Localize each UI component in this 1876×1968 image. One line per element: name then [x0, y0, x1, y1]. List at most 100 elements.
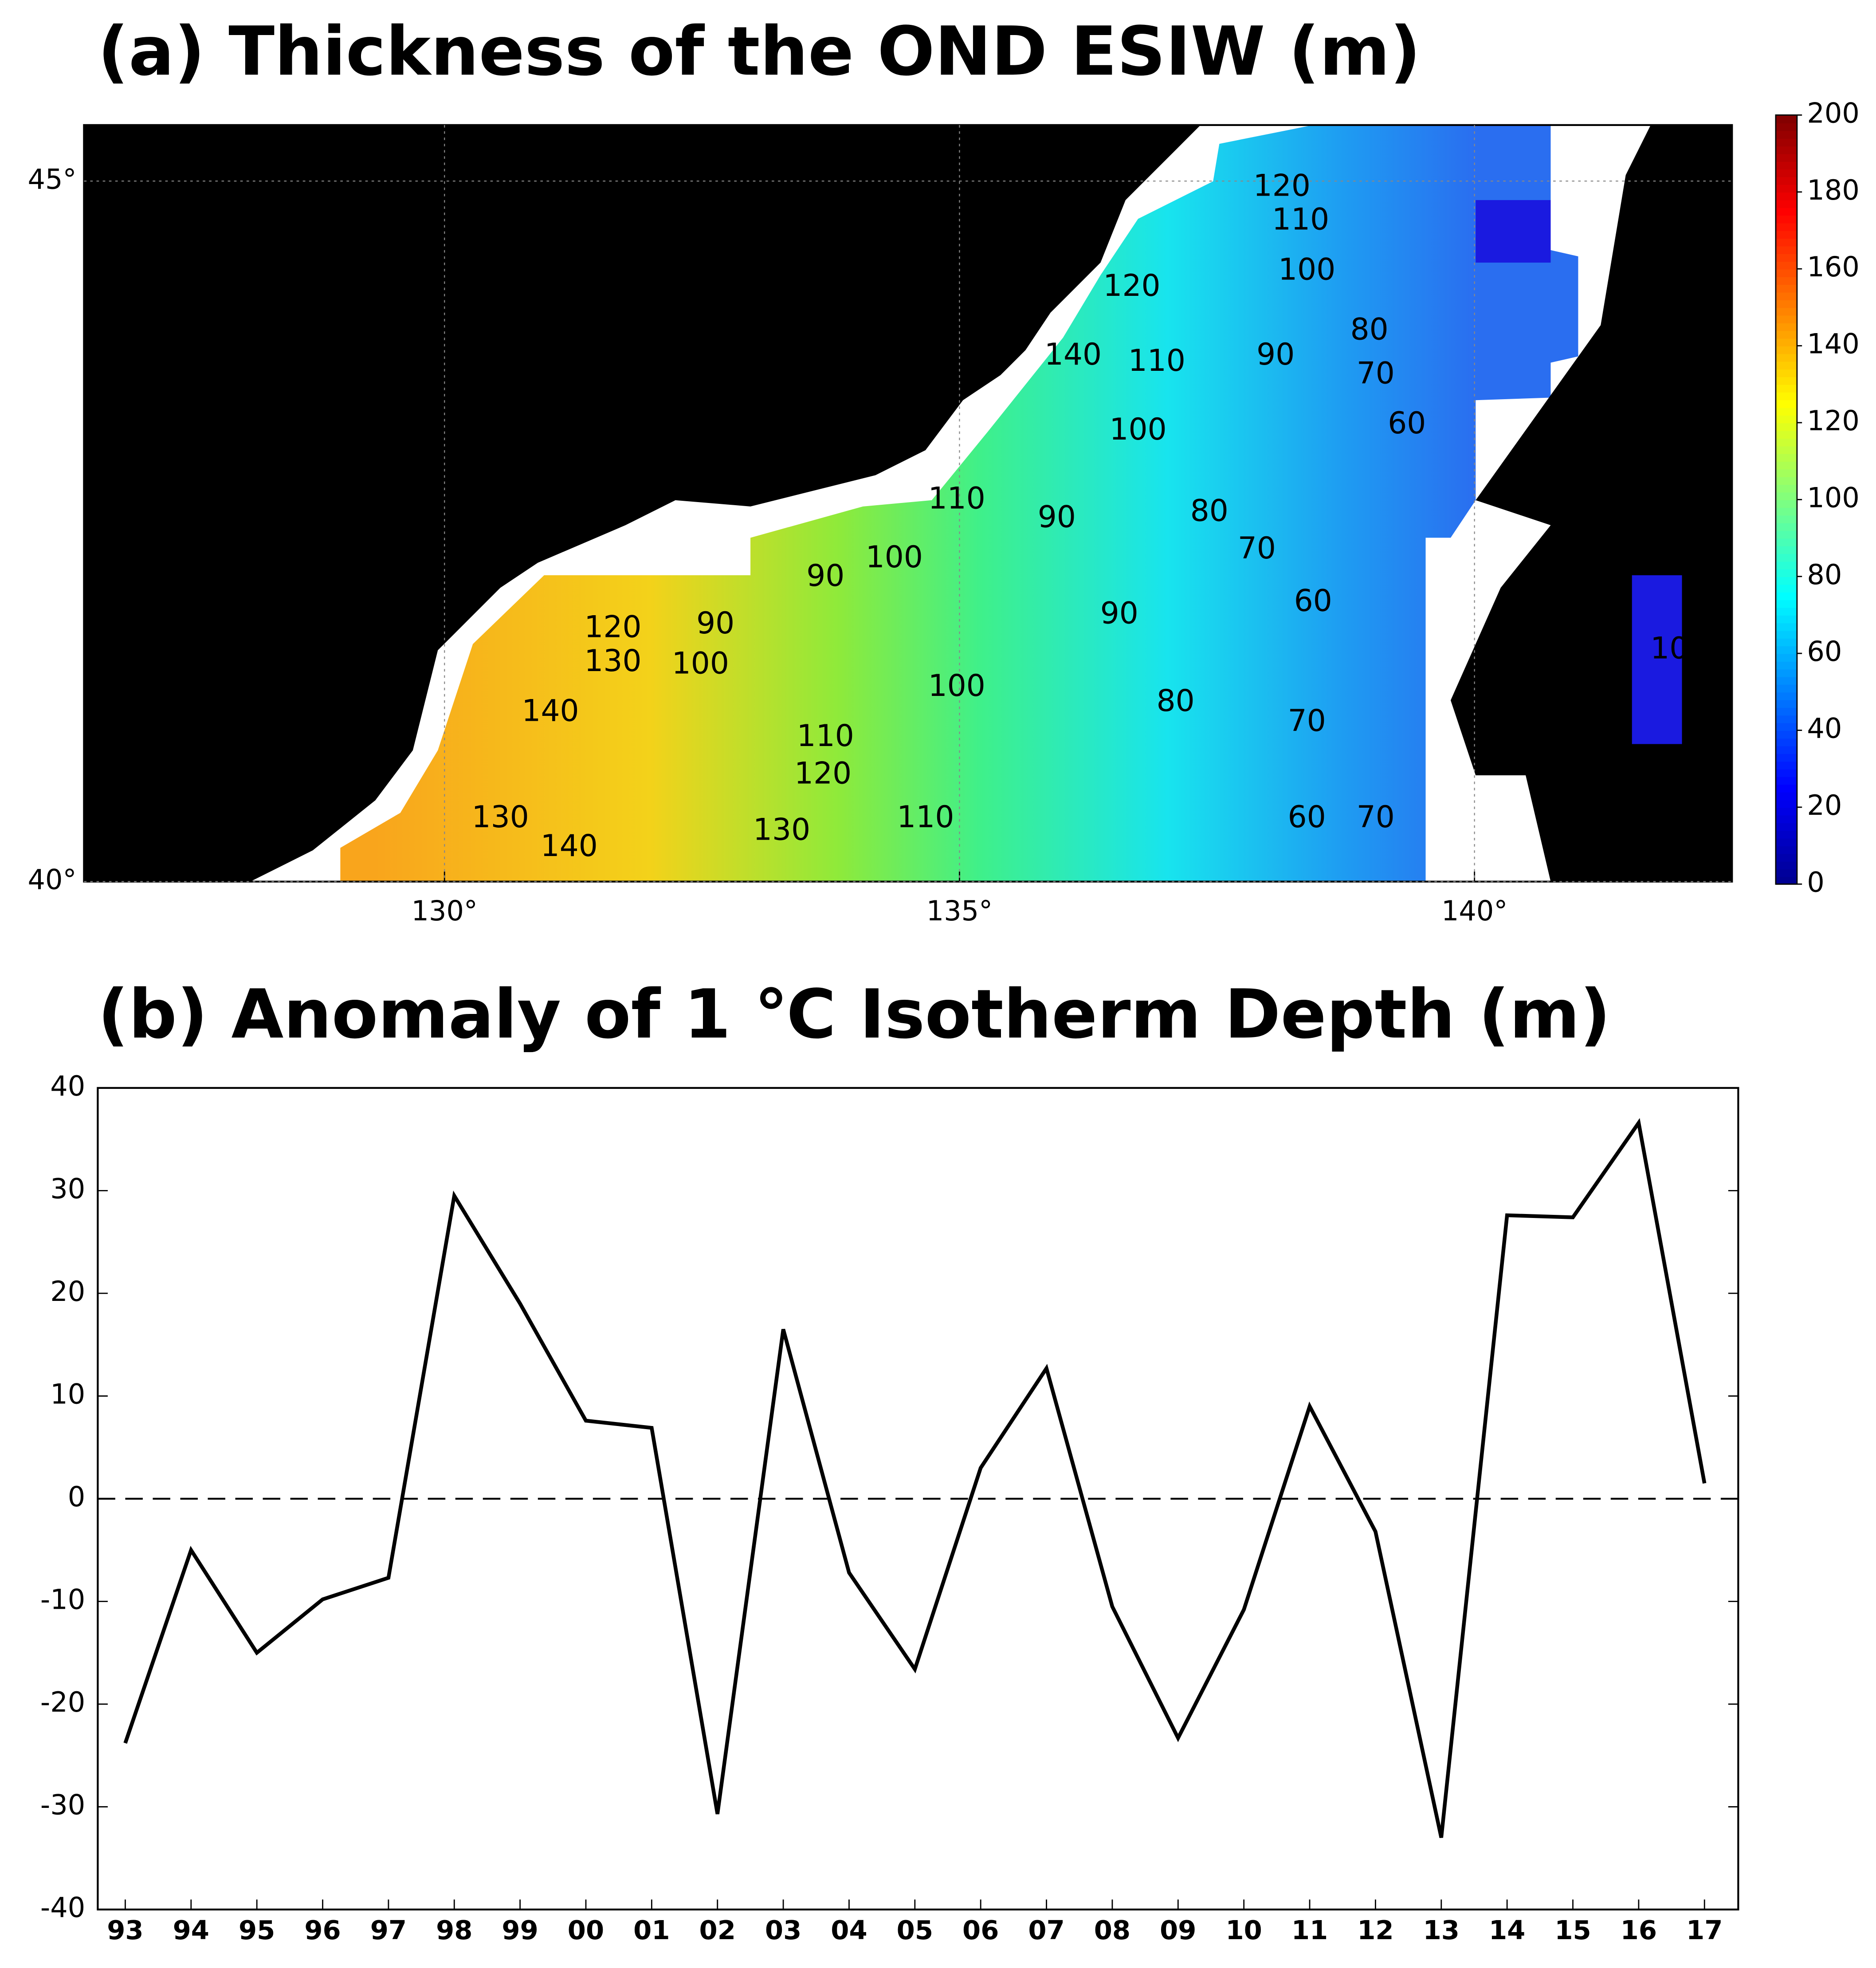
colorbar-swatch — [1775, 484, 1797, 493]
contour-label: 110 — [928, 480, 985, 515]
colorbar-swatch — [1775, 769, 1797, 777]
x-tick-label: 02 — [699, 1915, 736, 1945]
x-tick-label: 07 — [1028, 1915, 1064, 1945]
colorbar-swatch — [1775, 253, 1797, 262]
contour-label: 80 — [1190, 493, 1228, 528]
colorbar-swatch — [1775, 876, 1797, 885]
y-tick-label: -30 — [40, 1789, 85, 1821]
x-tick-label: 99 — [502, 1915, 538, 1945]
colorbar-swatch — [1775, 707, 1797, 716]
contour-label: 70 — [1288, 703, 1326, 738]
colorbar-swatch — [1775, 430, 1797, 439]
colorbar-swatch — [1775, 838, 1797, 846]
colorbar-swatch — [1775, 177, 1797, 185]
contour-label: 110 — [797, 718, 854, 753]
y-tick-label: 30 — [50, 1172, 85, 1205]
colorbar-swatch — [1775, 407, 1797, 416]
colorbar-tick-label: 20 — [1807, 789, 1842, 821]
contour-label: 70 — [1357, 355, 1395, 390]
colorbar-swatch — [1775, 307, 1797, 316]
colorbar-tick-label: 100 — [1807, 481, 1859, 514]
colorbar-swatch — [1775, 784, 1797, 793]
colorbar-swatch — [1775, 868, 1797, 877]
colorbar-swatch — [1775, 145, 1797, 154]
x-tick-label: 98 — [436, 1915, 472, 1945]
y-tick-label: -20 — [40, 1686, 85, 1718]
colorbar-swatch — [1775, 792, 1797, 800]
y-tick-label: 0 — [68, 1481, 85, 1513]
contour-label: 90 — [1256, 337, 1295, 372]
colorbar-swatch — [1775, 522, 1797, 531]
colorbar-swatch — [1775, 645, 1797, 654]
contour-label: 140 — [1044, 337, 1102, 372]
contour-label: 60 — [1388, 405, 1426, 440]
colorbar-swatch — [1775, 261, 1797, 270]
colorbar-tick-label: 160 — [1807, 251, 1859, 283]
colorbar-swatch — [1775, 853, 1797, 862]
colorbar-swatch — [1775, 630, 1797, 639]
colorbar-swatch — [1775, 399, 1797, 408]
colorbar-tick-label: 40 — [1807, 712, 1842, 745]
contour-label: 110 — [1128, 343, 1185, 378]
colorbar-swatch — [1775, 576, 1797, 585]
x-tick-label: 13 — [1423, 1915, 1460, 1945]
colorbar-swatch — [1775, 438, 1797, 447]
colorbar-swatch — [1775, 807, 1797, 816]
colorbar-swatch — [1775, 269, 1797, 277]
data-line — [123, 1118, 1707, 1838]
contour-label: 120 — [1103, 268, 1160, 303]
x-tick-label: 135° — [926, 895, 993, 927]
x-tick-label: 09 — [1160, 1915, 1196, 1945]
colorbar-swatch — [1775, 122, 1797, 131]
x-tick-label: 94 — [173, 1915, 209, 1945]
colorbar-swatch — [1775, 315, 1797, 323]
x-tick-label: 95 — [239, 1915, 275, 1945]
x-tick-label: 140° — [1441, 895, 1507, 927]
colorbar-swatch — [1775, 622, 1797, 631]
x-tick-label: 06 — [962, 1915, 999, 1945]
x-tick-label: 05 — [897, 1915, 933, 1945]
y-tick-label: 40° — [28, 864, 77, 896]
colorbar-swatch — [1775, 499, 1797, 508]
colorbar-swatch — [1775, 238, 1797, 247]
x-tick-label: 01 — [633, 1915, 670, 1945]
colorbar-swatch — [1775, 453, 1797, 462]
colorbar-swatch — [1775, 215, 1797, 224]
colorbar-swatch — [1775, 584, 1797, 593]
colorbar-swatch — [1775, 592, 1797, 601]
contour-label: 90 — [696, 605, 734, 640]
colorbar-swatch — [1775, 369, 1797, 377]
colorbar-tick-label: 0 — [1807, 866, 1824, 898]
contour-label: 130 — [472, 799, 529, 834]
colorbar-swatch — [1775, 507, 1797, 516]
colorbar-swatch — [1775, 330, 1797, 339]
colorbar-swatch — [1775, 284, 1797, 293]
colorbar-swatch — [1775, 538, 1797, 546]
x-tick-label: 97 — [370, 1915, 407, 1945]
y-tick-label: 45° — [28, 163, 77, 195]
colorbar-tick-label: 80 — [1807, 558, 1842, 591]
contour-label: 140 — [522, 693, 579, 728]
plot-frame — [97, 1087, 1739, 1911]
colorbar-swatch — [1775, 684, 1797, 693]
colorbar-swatch — [1775, 599, 1797, 608]
colorbar-tick-label: 60 — [1807, 635, 1842, 668]
colorbar-swatch — [1775, 476, 1797, 485]
contour-label: 100 — [928, 668, 985, 703]
colorbar-tick-label: 140 — [1807, 328, 1859, 360]
x-tick-label: 10 — [1225, 1915, 1262, 1945]
contour-label: 100 — [672, 645, 729, 680]
colorbar-swatch — [1775, 246, 1797, 254]
contour-label: 110 — [1272, 202, 1329, 237]
colorbar-swatch — [1775, 445, 1797, 454]
colorbar-swatch — [1775, 184, 1797, 193]
colorbar-swatch — [1775, 200, 1797, 208]
contour-label: 120 — [1253, 168, 1311, 203]
colorbar-swatch — [1775, 830, 1797, 839]
contour-label: 100 — [866, 539, 923, 574]
colorbar-swatch — [1775, 230, 1797, 239]
colorbar-tick-label: 180 — [1807, 174, 1859, 206]
contour-label: 120 — [584, 609, 641, 644]
contour-label: 110 — [897, 799, 954, 834]
